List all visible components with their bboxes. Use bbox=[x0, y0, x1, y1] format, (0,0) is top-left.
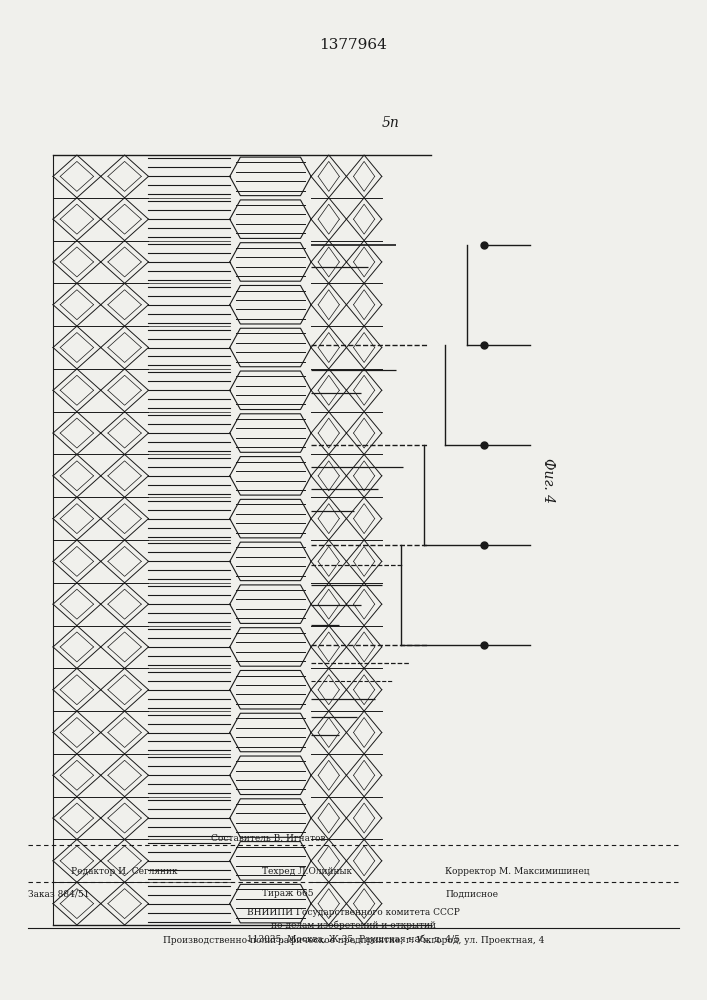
Text: Составитель В. Игнатов: Составитель В. Игнатов bbox=[211, 834, 326, 843]
Text: ВНИИПИ Государственного комитета СССР: ВНИИПИ Государственного комитета СССР bbox=[247, 908, 460, 917]
Text: по делам изобретений и открытий: по делам изобретений и открытий bbox=[271, 921, 436, 930]
Text: Корректор М. Максимишинец: Корректор М. Максимишинец bbox=[445, 867, 590, 876]
Text: 1377964: 1377964 bbox=[320, 38, 387, 52]
Text: Тираж 665: Тираж 665 bbox=[262, 890, 313, 898]
Text: 113035, Москва, Ж-35, Раушская наб., д. 4/5: 113035, Москва, Ж-35, Раушская наб., д. … bbox=[247, 934, 460, 944]
Text: Производственно-полиграфическое предприятие, г. Ужгород, ул. Проектная, 4: Производственно-полиграфическое предприя… bbox=[163, 936, 544, 945]
Text: Техред Л.Олийнык: Техред Л.Олийнык bbox=[262, 867, 351, 876]
Text: Заказ 884/51: Заказ 884/51 bbox=[28, 890, 90, 898]
Text: Подписное: Подписное bbox=[445, 890, 498, 898]
Text: Редактор И. Сегляник: Редактор И. Сегляник bbox=[71, 867, 177, 876]
Text: 5n: 5n bbox=[382, 116, 399, 130]
Text: Фиг. 4: Фиг. 4 bbox=[541, 458, 555, 502]
